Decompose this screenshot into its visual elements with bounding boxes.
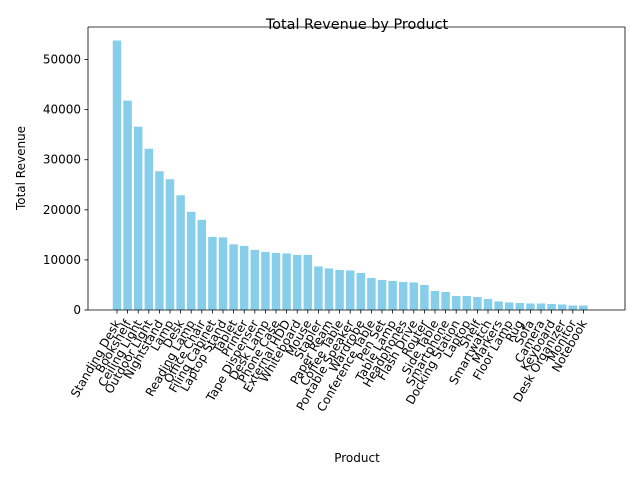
bar <box>176 195 185 310</box>
bars-group <box>112 40 588 311</box>
bar <box>314 266 323 310</box>
bar <box>144 148 154 310</box>
y-tick-label: 30000 <box>43 153 81 167</box>
bar <box>367 277 376 310</box>
bar <box>112 40 122 311</box>
y-tick-label: 50000 <box>43 53 81 67</box>
bar <box>155 171 164 310</box>
bar <box>504 302 514 310</box>
bar <box>557 304 567 310</box>
bar <box>250 249 260 310</box>
bar <box>409 282 419 310</box>
bar <box>123 100 132 310</box>
bar <box>441 291 450 310</box>
y-tick-label: 20000 <box>43 203 81 217</box>
x-axis-title: Product <box>334 451 380 465</box>
bar <box>494 301 503 310</box>
bar <box>568 305 578 310</box>
bar <box>483 298 493 310</box>
bar <box>462 295 472 310</box>
bar <box>271 252 281 310</box>
bar <box>186 211 196 310</box>
bar <box>292 254 302 310</box>
bar <box>282 253 291 310</box>
bar <box>420 284 429 310</box>
bar <box>239 245 249 310</box>
bar <box>303 254 313 310</box>
bar <box>229 244 238 310</box>
bar <box>197 219 207 310</box>
y-ticks-group: 0 10000 20000 30000 40000 50000 <box>43 53 88 317</box>
bar <box>133 126 143 311</box>
bar <box>451 295 461 310</box>
bar <box>536 303 546 310</box>
bar <box>526 303 535 310</box>
bar <box>218 237 228 310</box>
bar <box>515 302 525 310</box>
y-tick-label: 10000 <box>43 253 81 267</box>
bar <box>473 296 482 310</box>
y-tick-label: 0 <box>73 303 81 317</box>
bar <box>345 270 355 310</box>
bar <box>430 290 440 310</box>
y-axis-title: Total Revenue <box>14 126 28 211</box>
bar <box>398 281 408 310</box>
chart-title: Total Revenue by Product <box>265 17 449 33</box>
bar <box>356 272 366 310</box>
bar <box>547 303 556 310</box>
bar <box>208 236 217 310</box>
bar <box>324 268 334 310</box>
bar <box>165 179 175 310</box>
bar <box>335 269 344 310</box>
bar <box>377 279 387 310</box>
bar <box>388 280 397 310</box>
bar <box>261 251 270 310</box>
y-tick-label: 40000 <box>43 103 81 117</box>
bar <box>579 305 588 310</box>
